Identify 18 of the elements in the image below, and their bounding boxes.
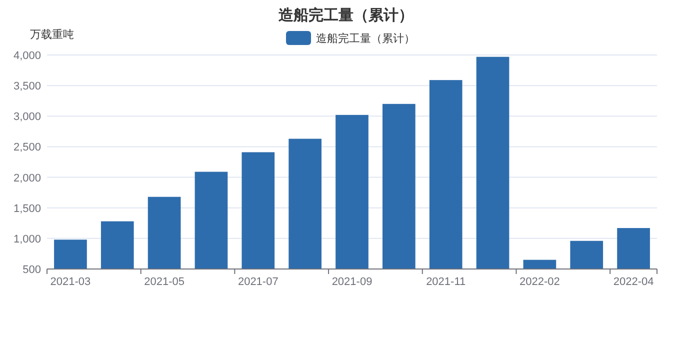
y-tick-label: 1,500 xyxy=(13,202,41,215)
x-tick-label: 2021-05 xyxy=(144,276,184,288)
x-tick-label: 2021-11 xyxy=(426,276,466,288)
y-tick-label: 500 xyxy=(22,264,41,276)
y-tick-label: 2,500 xyxy=(13,142,41,154)
x-tick-label: 2022-02 xyxy=(520,276,560,288)
y-tick-label: 1,000 xyxy=(13,233,41,246)
x-tick-label: 2021-03 xyxy=(50,276,91,288)
legend-label: 造船完工量（累计） xyxy=(316,32,415,45)
y-tick-label: 3,000 xyxy=(13,111,41,124)
y-axis-title: 万载重吨 xyxy=(30,28,74,41)
chart-title: 造船完工量（累计） xyxy=(278,6,414,24)
y-tick-label: 3,500 xyxy=(13,80,41,93)
y-tick-label: 4,000 xyxy=(13,50,41,62)
x-tick-label: 2022-04 xyxy=(613,276,654,288)
x-tick-label: 2021-07 xyxy=(238,276,278,288)
y-tick-label: 2,000 xyxy=(13,172,41,184)
x-tick-label: 2021-09 xyxy=(332,276,372,288)
